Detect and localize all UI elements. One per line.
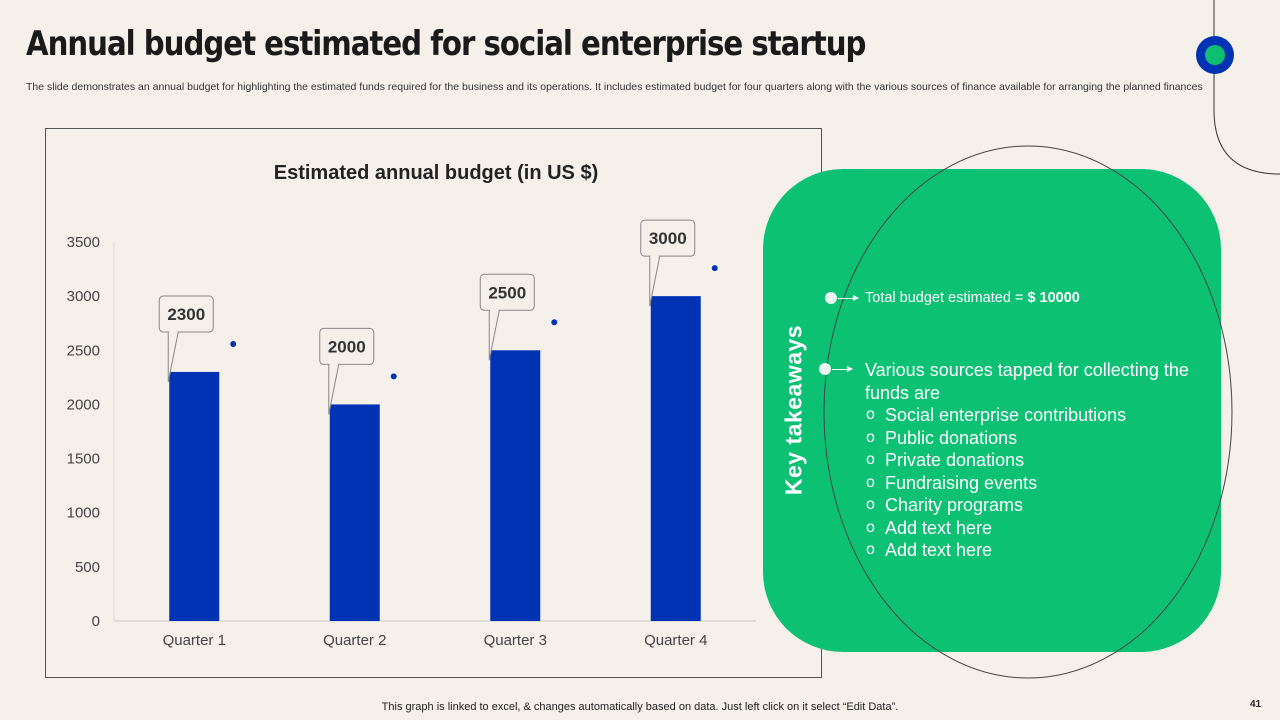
slide-title: Annual budget estimated for social enter… xyxy=(26,24,866,64)
y-tick-label: 0 xyxy=(92,613,100,630)
chart-title: Estimated annual budget (in US $) xyxy=(274,162,598,184)
bar-quarter-3[interactable] xyxy=(490,350,541,621)
data-label: 2000 xyxy=(328,337,366,356)
data-label-callout: 2300 xyxy=(158,295,237,383)
bar-quarter-2[interactable] xyxy=(329,404,380,621)
total-budget-text: Total budget estimated = $ 10000 xyxy=(865,290,1080,306)
funding-sources-list: Social enterprise contributionsPublic do… xyxy=(865,404,1205,562)
funding-source-item: Add text here xyxy=(865,539,1205,562)
funding-source-item: Charity programs xyxy=(865,494,1205,517)
y-tick-label: 3000 xyxy=(67,288,100,305)
y-tick-label: 2000 xyxy=(67,396,100,413)
data-label-callout: 2500 xyxy=(479,273,558,361)
chart-container[interactable]: Estimated annual budget (in US $) 0 500 10… xyxy=(45,128,822,678)
funding-sources-heading: Various sources tapped for collecting th… xyxy=(865,360,1189,403)
funding-source-item: Social enterprise contributions xyxy=(865,404,1205,427)
x-category-label: Quarter 2 xyxy=(323,632,386,649)
bar-quarter-4[interactable] xyxy=(650,296,701,621)
x-category-label: Quarter 1 xyxy=(163,632,226,649)
funding-sources: Various sources tapped for collecting th… xyxy=(865,359,1205,562)
page-number: 41 xyxy=(1250,699,1262,710)
y-tick-label: 2500 xyxy=(67,342,100,359)
bullet-dot-icon xyxy=(825,292,837,304)
arrow-right-icon xyxy=(838,295,859,301)
data-label: 2500 xyxy=(488,283,526,302)
data-label: 3000 xyxy=(649,229,687,248)
y-tick-label: 1000 xyxy=(67,505,100,522)
funding-source-item: Add text here xyxy=(865,517,1205,540)
slide-subtitle: The slide demonstrates an annual budget … xyxy=(26,81,1203,93)
y-tick-label: 1500 xyxy=(67,451,100,468)
x-category-label: Quarter 3 xyxy=(484,632,547,649)
y-tick-label: 500 xyxy=(75,559,100,576)
footer-note: This graph is linked to excel, & changes… xyxy=(381,701,899,713)
y-tick-label: 3500 xyxy=(67,234,100,251)
arrow-right-icon xyxy=(832,366,853,372)
funding-source-item: Fundraising events xyxy=(865,472,1205,495)
bar-quarter-1[interactable] xyxy=(169,371,220,621)
x-category-label: Quarter 4 xyxy=(644,632,707,649)
data-label: 2300 xyxy=(167,305,205,324)
data-label-callout: 3000 xyxy=(640,219,718,307)
bullet-dot-icon xyxy=(819,363,831,375)
logo-circle-icon xyxy=(1196,36,1234,74)
bar-chart: Estimated annual budget (in US $) 0 500 10… xyxy=(67,162,756,649)
funding-source-item: Public donations xyxy=(865,427,1205,450)
data-label-callout: 2000 xyxy=(319,327,397,415)
funding-source-item: Private donations xyxy=(865,449,1205,472)
